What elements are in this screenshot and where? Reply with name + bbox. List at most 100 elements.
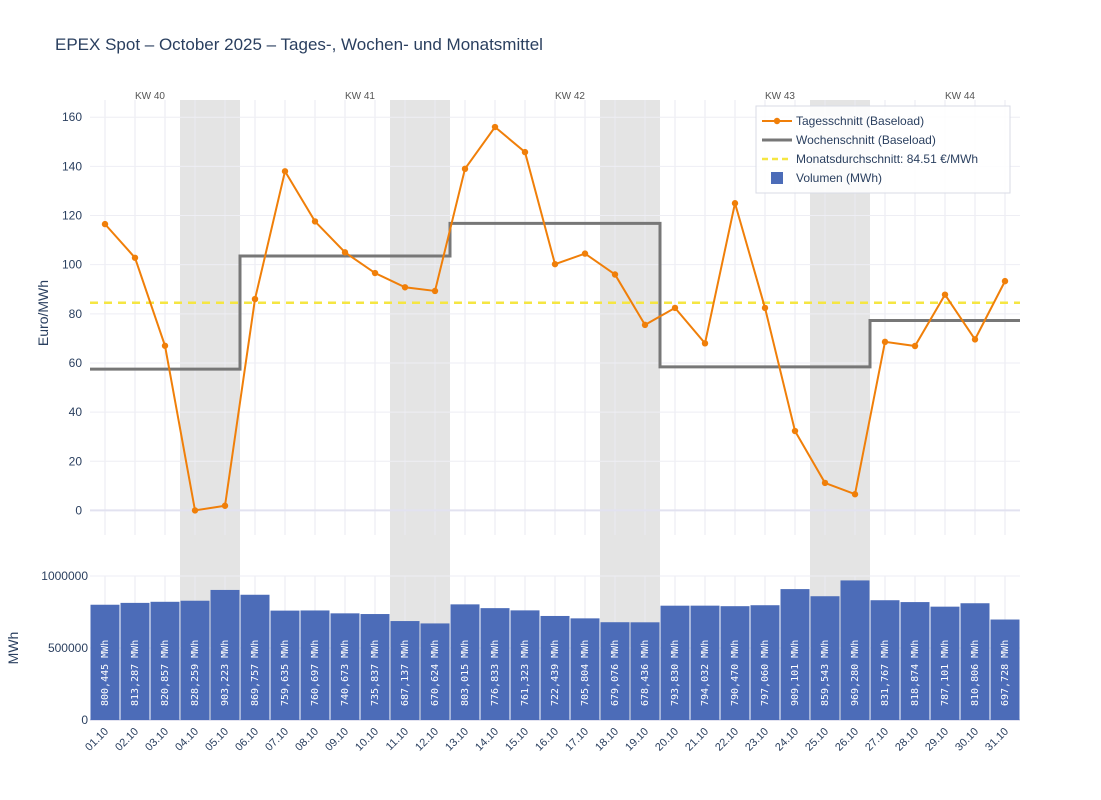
- volume-bar-label: 697,728 MWh: [1000, 640, 1011, 706]
- daily-price-point: [761, 304, 769, 312]
- daily-price-point: [401, 284, 409, 291]
- daily-price-point: [161, 342, 169, 349]
- weekend-shade: [600, 100, 660, 720]
- price-axis-title: Euro/MWh: [35, 280, 51, 346]
- volume-bar-label: 670,624 MWh: [430, 640, 441, 706]
- x-tick-label: 28.10: [893, 726, 921, 754]
- daily-price-point: [971, 336, 979, 343]
- legend-item-label: Monatsdurchschnitt: 84.51 €/MWh: [796, 152, 978, 166]
- volume-bar-label: 797,060 MWh: [760, 640, 771, 706]
- daily-price-point: [131, 254, 139, 261]
- price-tick-label: 0: [75, 503, 82, 517]
- price-tick-label: 20: [69, 454, 83, 468]
- volume-bar: [420, 623, 450, 720]
- volume-bar-label: 813,287 MWh: [130, 640, 141, 706]
- daily-price-point: [461, 165, 469, 173]
- x-tick-label: 11.10: [384, 726, 411, 753]
- price-tick-label: 100: [62, 258, 82, 272]
- volume-bar-label: 687,137 MWh: [400, 640, 411, 706]
- daily-price-point: [1001, 277, 1009, 285]
- x-tick-label: 02.10: [113, 726, 141, 754]
- daily-price-point: [101, 220, 109, 228]
- x-tick-label: 29.10: [923, 726, 951, 754]
- volume-bar: [960, 603, 990, 720]
- chart-title: EPEX Spot – October 2025 – Tages-, Woche…: [55, 35, 543, 54]
- week-label: KW 43: [765, 91, 795, 102]
- volume-tick-label: 500000: [48, 641, 88, 655]
- volume-bar: [870, 600, 900, 720]
- volume-bar: [330, 613, 360, 720]
- x-tick-label: 18.10: [593, 726, 621, 754]
- volume-bar-label: 760,697 MWh: [310, 640, 321, 706]
- price-tick-label: 60: [69, 356, 83, 370]
- x-tick-label: 19.10: [623, 726, 651, 754]
- x-tick-label: 14.10: [473, 726, 501, 754]
- legend-item-label: Tagesschnitt (Baseload): [796, 114, 924, 128]
- volume-bar: [660, 605, 690, 720]
- volume-bar-label: 793,830 MWh: [670, 640, 681, 706]
- x-tick-label: 04.10: [173, 726, 201, 754]
- x-tick-label: 09.10: [323, 726, 351, 754]
- week-label: KW 42: [555, 91, 585, 102]
- daily-price-point: [311, 218, 319, 225]
- volume-bar-label: 800,445 MWh: [100, 640, 111, 706]
- volume-bar: [270, 610, 300, 720]
- volume-bar-label: 969,280 MWh: [850, 640, 861, 706]
- x-tick-label: 31.10: [983, 726, 1011, 754]
- volume-bar: [750, 605, 780, 720]
- daily-price-point: [581, 250, 589, 257]
- volume-tick-label: 0: [81, 713, 88, 727]
- volume-bar-label: 705,804 MWh: [580, 640, 591, 706]
- x-tick-label: 05.10: [203, 726, 231, 754]
- x-tick-label: 16.10: [533, 726, 561, 754]
- volume-bar-label: 903,223 MWh: [220, 640, 231, 706]
- daily-price-point: [911, 342, 919, 350]
- volume-bar-label: 794,032 MWh: [700, 640, 711, 706]
- daily-price-point: [371, 269, 379, 277]
- daily-price-point: [641, 321, 649, 329]
- x-tick-label: 10.10: [353, 726, 381, 754]
- price-tick-label: 160: [62, 110, 82, 124]
- volume-bar-label: 828,259 MWh: [190, 640, 201, 706]
- daily-price-point: [551, 260, 559, 268]
- x-tick-label: 27.10: [863, 726, 891, 754]
- daily-price-point: [791, 427, 799, 435]
- volume-bar-label: 776,833 MWh: [490, 640, 501, 706]
- x-tick-label: 12.10: [413, 726, 441, 754]
- daily-price-point: [671, 304, 679, 312]
- daily-price-point: [341, 249, 349, 256]
- x-tick-label: 25.10: [803, 726, 831, 754]
- volume-bar-label: 803,015 MWh: [460, 640, 471, 706]
- volume-axis-title: MWh: [5, 632, 21, 665]
- legend-symbol-daily-marker: [773, 117, 781, 125]
- volume-bar: [690, 605, 720, 720]
- daily-price-point: [221, 502, 229, 509]
- volume-bar: [720, 606, 750, 720]
- legend-box: [755, 105, 1011, 194]
- x-tick-label: 26.10: [833, 726, 861, 754]
- x-tick-label: 21.10: [683, 726, 711, 754]
- volume-bar: [780, 589, 810, 720]
- x-tick-label: 01.10: [83, 726, 111, 754]
- volume-bar: [180, 600, 210, 720]
- week-label: KW 41: [345, 91, 375, 102]
- volume-bar: [360, 614, 390, 720]
- volume-bar-label: 820,857 MWh: [160, 640, 171, 706]
- daily-price-point: [191, 507, 199, 514]
- weekend-shade: [390, 100, 450, 720]
- volume-bar-label: 909,101 MWh: [790, 640, 801, 706]
- volume-bar: [480, 608, 510, 720]
- x-tick-label: 20.10: [653, 726, 681, 754]
- volume-bar-label: 722,439 MWh: [550, 640, 561, 706]
- points-group: [101, 123, 1009, 514]
- x-tick-label: 24.10: [773, 726, 801, 754]
- daily-price-point: [431, 287, 439, 295]
- volume-bar: [540, 615, 570, 720]
- volume-bar: [840, 580, 870, 720]
- daily-price-point: [611, 271, 619, 278]
- price-tick-label: 80: [69, 307, 83, 321]
- legend-item-label: Wochenschnitt (Baseload): [796, 133, 936, 147]
- volume-bar-label: 810,806 MWh: [970, 640, 981, 706]
- volume-bar: [510, 610, 540, 720]
- volume-bar-label: 678,436 MWh: [640, 640, 651, 706]
